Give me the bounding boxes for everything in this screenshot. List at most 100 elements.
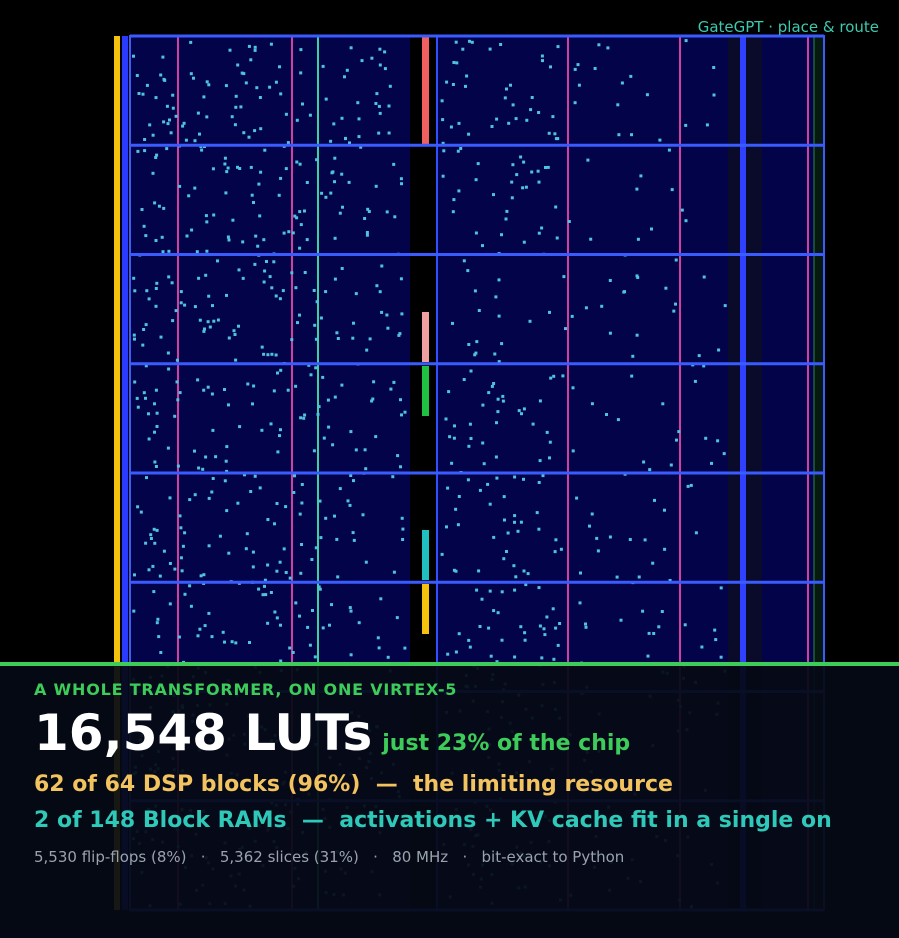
cell	[464, 84, 467, 88]
cell	[252, 201, 255, 204]
cell	[546, 165, 550, 169]
cell	[136, 505, 140, 509]
cell	[578, 601, 582, 605]
cell	[249, 165, 253, 169]
cell	[205, 220, 209, 224]
cell	[525, 118, 529, 122]
cell	[455, 61, 459, 65]
cell	[487, 626, 491, 630]
cell	[462, 259, 466, 263]
cell	[174, 114, 178, 118]
cell	[183, 531, 187, 535]
cell	[541, 474, 545, 478]
cell	[256, 244, 260, 248]
cell	[349, 474, 353, 477]
cell	[307, 363, 311, 367]
cell	[266, 518, 270, 521]
cell	[231, 218, 235, 222]
cell	[300, 483, 304, 486]
cell	[392, 570, 396, 574]
cell	[399, 277, 403, 281]
cell	[165, 147, 169, 151]
cell	[368, 337, 372, 341]
cell	[193, 186, 197, 190]
cell	[521, 186, 525, 190]
cell	[523, 638, 527, 642]
cell	[512, 564, 516, 568]
cell	[300, 543, 303, 546]
cell	[153, 460, 157, 464]
cell	[670, 188, 674, 192]
cell	[510, 196, 514, 200]
cell	[697, 354, 701, 358]
cell	[336, 575, 340, 579]
cell	[452, 198, 456, 202]
cell	[590, 402, 594, 406]
cell	[298, 246, 302, 250]
cell	[357, 135, 361, 139]
cell	[257, 182, 261, 186]
cell	[555, 236, 559, 240]
cell	[241, 240, 245, 244]
cell	[465, 74, 469, 78]
cell	[147, 412, 150, 416]
cell	[340, 383, 344, 387]
cell	[266, 563, 270, 567]
cell	[383, 67, 387, 71]
cell	[477, 569, 481, 573]
cell	[522, 240, 526, 244]
cell	[159, 73, 163, 77]
cell	[377, 131, 381, 135]
cell	[268, 85, 272, 89]
cell	[262, 280, 266, 284]
cell	[208, 325, 212, 329]
cell	[261, 593, 265, 597]
cell	[249, 490, 253, 493]
cell	[333, 180, 336, 184]
cell	[335, 537, 339, 541]
cell	[263, 269, 267, 273]
cell	[586, 158, 590, 162]
cell	[371, 397, 375, 401]
cell	[447, 390, 451, 394]
cell	[270, 286, 274, 290]
cell	[345, 68, 349, 72]
cell	[333, 395, 337, 399]
cell	[360, 59, 364, 63]
bram-block	[422, 36, 429, 146]
cell	[492, 193, 495, 197]
cell	[324, 195, 328, 199]
cell	[145, 83, 149, 87]
cell	[340, 267, 344, 270]
cell	[503, 96, 507, 100]
cell	[310, 558, 314, 561]
cell	[226, 235, 230, 239]
cell	[193, 305, 197, 309]
cell	[265, 260, 268, 263]
cell	[549, 376, 553, 380]
cell	[456, 149, 460, 153]
cell	[514, 575, 518, 579]
cell	[403, 646, 407, 650]
cell	[400, 516, 404, 520]
cell	[630, 374, 634, 378]
cell	[608, 535, 612, 539]
cell	[511, 103, 515, 107]
cell	[622, 290, 626, 294]
cell	[509, 83, 512, 87]
cell	[143, 149, 147, 153]
cell	[286, 141, 290, 145]
cell	[315, 158, 319, 162]
cell	[253, 262, 257, 266]
cell	[152, 590, 156, 594]
cell	[524, 583, 528, 587]
cell	[684, 219, 688, 223]
cell	[348, 606, 352, 610]
cell	[278, 65, 281, 69]
cell	[203, 624, 207, 628]
cell	[537, 180, 541, 184]
cell	[159, 651, 163, 654]
cell	[294, 286, 298, 290]
cell	[188, 584, 192, 588]
cell	[300, 501, 304, 505]
